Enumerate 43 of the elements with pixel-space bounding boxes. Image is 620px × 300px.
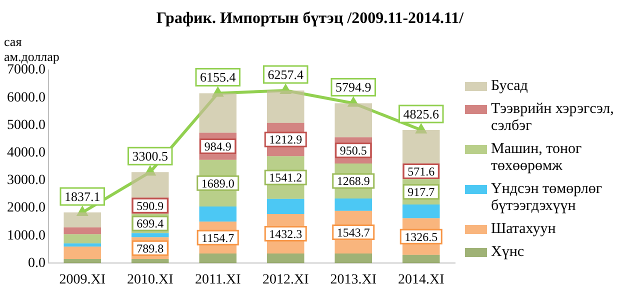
legend-label: Тээврийн хэрэгсэл, сэлбэг [491, 101, 615, 135]
y-tick-label: 1000.0 [7, 228, 46, 244]
x-tick-label: 2009.XI [59, 272, 106, 288]
y-tick-label: 6000.0 [7, 90, 46, 106]
y-tick-label: 7000.0 [7, 62, 46, 78]
data-label: 917.7 [408, 185, 435, 199]
data-label: 699.4 [136, 216, 164, 231]
data-label: 1154.7 [202, 230, 234, 245]
y-tick-label: 3000.0 [7, 173, 46, 188]
data-label: 1268.9 [336, 174, 370, 188]
data-label: 4825.6 [403, 106, 440, 122]
data-label: 590.9 [136, 198, 164, 213]
x-tick-label: 2010.XI [126, 272, 174, 288]
y-tick-label: 0.0 [28, 256, 46, 271]
x-tick-label: 2013.XI [330, 272, 377, 288]
data-label: 1837.1 [64, 188, 100, 204]
x-tick-label: 2014.XI [398, 272, 445, 288]
data-label: 950.5 [340, 144, 367, 158]
y-tick-label: 2000.0 [7, 200, 46, 216]
data-label: 789.8 [136, 241, 164, 256]
data-label: 3300.5 [132, 148, 168, 164]
chart-title: График. Импортын бүтэц /2009.11-2014.11/ [155, 9, 465, 29]
data-label: 5794.9 [336, 80, 372, 95]
data-label: 984.9 [204, 139, 232, 154]
y-tick-label: 4000.0 [7, 145, 46, 160]
data-label: 1432.3 [269, 226, 302, 241]
y-tick-label: 5000.0 [7, 118, 46, 133]
legend-label: Шатахуун [491, 221, 556, 238]
data-label: 1326.5 [404, 230, 438, 244]
data-label: 1543.7 [336, 225, 370, 240]
data-label: 1212.9 [269, 132, 302, 147]
legend-label: Үндсэн төмөрлөг бүтээгдэхүүн [491, 181, 604, 215]
x-tick-label: 2012.XI [262, 272, 310, 288]
data-label: 1689.0 [201, 176, 234, 190]
legend-label: Машин, тоног төхөөрөмж [491, 141, 583, 175]
data-label: 1541.2 [269, 170, 302, 185]
legend-label: Хүнс [491, 244, 524, 261]
y-axis-title: сая ам.доллар [4, 34, 60, 64]
data-label: 571.6 [408, 164, 435, 178]
data-label: 6257.4 [268, 66, 304, 82]
data-label: 6155.4 [200, 70, 236, 85]
x-tick-label: 2011.XI [194, 272, 242, 288]
legend-label: Бусад [491, 78, 528, 95]
